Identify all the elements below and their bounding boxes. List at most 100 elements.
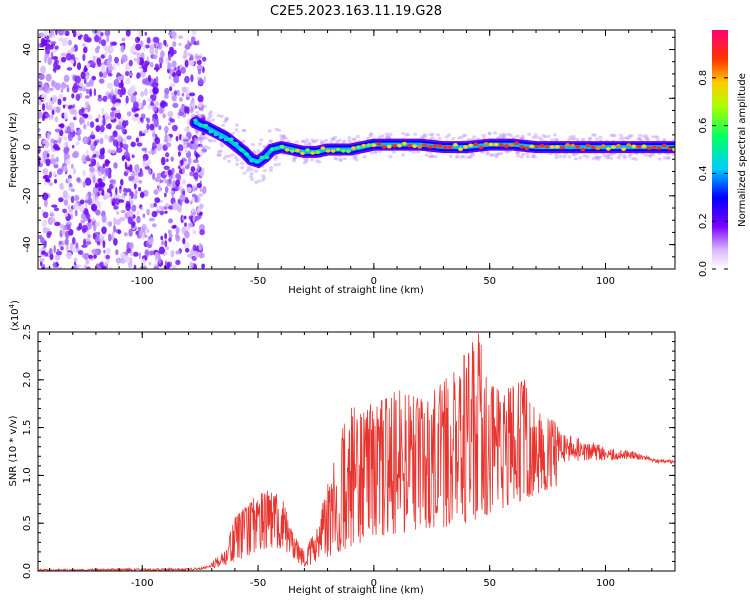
noise-speck (90, 144, 96, 152)
noise-speck (89, 166, 95, 173)
snr-ylabel: SNR (10 * v/v) (8, 415, 19, 486)
noise-speck (141, 223, 147, 229)
noise-speck (126, 166, 132, 170)
noise-speck (70, 214, 73, 220)
noise-speck (180, 66, 186, 74)
noise-speck (41, 94, 46, 101)
noise-speck (81, 154, 87, 163)
haze-speck (657, 157, 662, 161)
haze-speck (534, 135, 538, 139)
noise-speck (154, 148, 157, 155)
noise-speck (82, 86, 87, 92)
noise-speck (40, 37, 46, 46)
noise-speck (58, 37, 64, 42)
noise-speck (131, 204, 137, 212)
noise-speck (44, 30, 48, 37)
ridge-blob (468, 143, 474, 148)
noise-speck (115, 197, 120, 206)
snr-ytick-label: 1.5 (22, 420, 33, 436)
noise-speck (89, 88, 92, 97)
ridge-blob (595, 146, 601, 151)
noise-speck (92, 224, 97, 232)
noise-speck (107, 149, 113, 154)
noise-speck (100, 65, 106, 74)
haze-speck (377, 149, 382, 154)
haze-speck (618, 133, 623, 137)
noise-speck (135, 43, 142, 51)
noise-speck (153, 263, 157, 267)
haze-speck (330, 137, 335, 141)
noise-speck (154, 137, 161, 145)
noise-speck (77, 128, 82, 135)
noise-speck (148, 236, 151, 240)
haze-speck (416, 150, 421, 154)
noise-speck (119, 93, 123, 98)
noise-speck (119, 259, 126, 264)
noise-speck (189, 261, 194, 269)
noise-speck (130, 141, 136, 148)
ridge-blob (478, 145, 484, 150)
noise-speck (190, 41, 193, 46)
noise-speck (133, 183, 137, 190)
ridge-blob (519, 145, 525, 149)
noise-speck (51, 94, 58, 102)
noise-speckle (38, 30, 208, 269)
snr-ytick-label: 2.5 (22, 324, 33, 340)
noise-speck (54, 82, 61, 91)
noise-speck (197, 68, 202, 75)
haze-speck (209, 110, 213, 114)
ridge-blob (544, 144, 550, 149)
haze-speck (292, 157, 297, 161)
noise-speck (84, 108, 88, 113)
noise-speck (106, 35, 110, 43)
haze-speck (448, 154, 453, 158)
noise-speck (160, 240, 165, 246)
noise-speck (170, 156, 174, 162)
haze-speck (262, 169, 267, 173)
haze-speck (260, 178, 265, 182)
haze-speck (602, 154, 607, 158)
noise-speck (185, 248, 190, 253)
noise-speck (184, 59, 189, 68)
noise-speck (106, 66, 109, 75)
noise-speck (71, 85, 79, 94)
noise-speck (117, 229, 122, 235)
noise-speck (105, 167, 110, 176)
noise-speck (54, 146, 61, 151)
noise-speck (53, 245, 56, 254)
noise-speck (79, 199, 85, 205)
noise-speck (105, 220, 109, 226)
noise-speck (116, 257, 120, 266)
ridge-blob (616, 143, 621, 148)
noise-speck (101, 226, 107, 235)
haze-speck (567, 155, 572, 159)
noise-speck (159, 179, 164, 183)
noise-speck (170, 249, 175, 258)
haze-speck (314, 138, 319, 142)
haze-speck (384, 132, 389, 136)
ridge-blob (284, 148, 290, 152)
haze-speck (516, 154, 521, 158)
noise-speck (62, 96, 67, 102)
noise-speck (115, 187, 118, 195)
haze-speck (641, 134, 646, 138)
noise-speck (77, 135, 81, 141)
noise-speck (190, 99, 194, 104)
noise-speck (168, 178, 172, 184)
ridge-blob (213, 132, 219, 137)
noise-speck (189, 54, 194, 62)
noise-speck (41, 250, 46, 255)
snr-multiplier-exp: 4 (8, 303, 16, 308)
noise-speck (136, 72, 141, 79)
noise-speck (38, 99, 42, 106)
noise-speck (148, 150, 154, 155)
noise-speck (149, 123, 155, 131)
noise-speck (105, 45, 108, 54)
noise-speck (160, 235, 164, 241)
noise-speck (65, 244, 70, 252)
noise-speck (51, 30, 55, 35)
noise-speck (62, 190, 68, 199)
noise-speck (55, 250, 63, 256)
noise-speck (147, 74, 152, 82)
noise-speck (91, 249, 98, 255)
